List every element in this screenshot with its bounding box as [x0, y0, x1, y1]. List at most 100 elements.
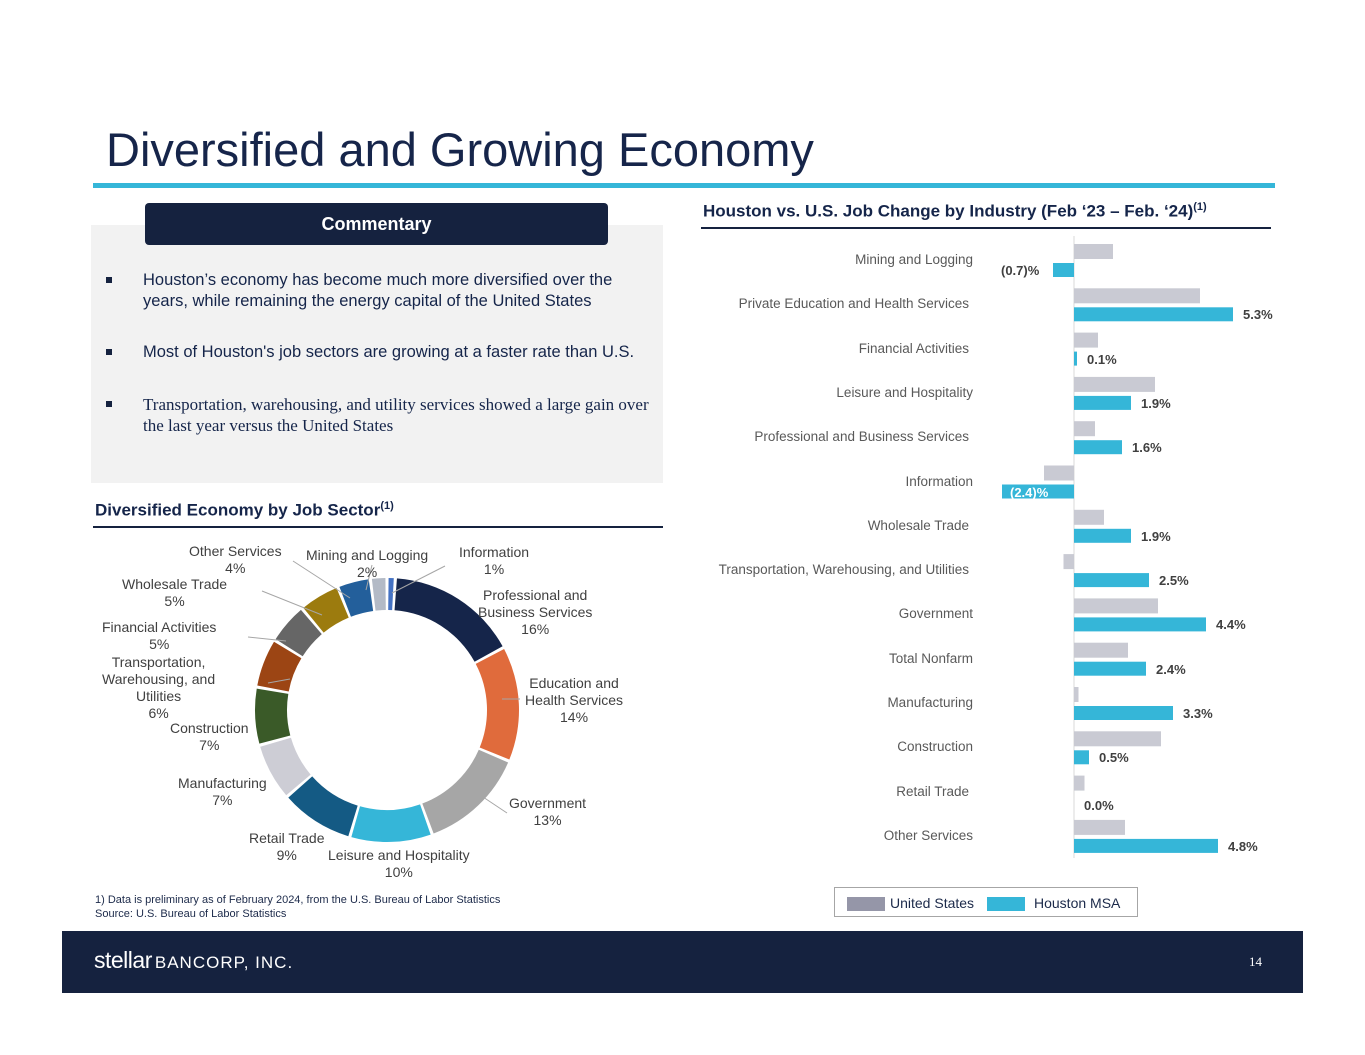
bar-value-label: 0.5%	[1099, 750, 1129, 766]
bar-value-label: 2.4%	[1156, 661, 1186, 677]
pie-label-education-health: Education and Health Services 14%	[525, 675, 624, 725]
pie-label-leisure-hospitality: Leisure and Hospitality 10%	[328, 847, 470, 880]
commentary-header: Commentary	[145, 203, 608, 245]
bar-title-rule	[701, 227, 1271, 229]
page-number: 14	[1249, 954, 1262, 969]
pie-leader-line	[391, 565, 446, 594]
pie-slice-retail-trade	[288, 776, 358, 837]
bar-us	[1074, 775, 1085, 791]
pie-leader-line	[247, 636, 287, 642]
bar-category-label: Professional and Business Services	[754, 429, 969, 445]
bullet-marker	[106, 349, 112, 355]
bar-value-label: 3.3%	[1183, 706, 1213, 721]
bar-value-label: 1.9%	[1141, 528, 1171, 544]
bar-houston	[1074, 617, 1206, 632]
bar-us	[1074, 687, 1079, 702]
bar-value-label: 1.9%	[1141, 395, 1171, 411]
pie-label-manufacturing: Manufacturing 7%	[178, 775, 267, 808]
bar-us	[1074, 598, 1158, 614]
pie-slice-government	[422, 749, 509, 834]
pie-label-transportation: Transportation, Warehousing, and Utilities…	[102, 654, 216, 721]
legend-houston-label: Houston MSA	[1034, 895, 1121, 911]
bar-category-label: Private Education and Health Services	[738, 296, 969, 312]
title-divider	[93, 183, 1275, 188]
footnote: 1) Data is preliminary as of February 20…	[95, 894, 501, 906]
bar-houston	[1074, 661, 1146, 676]
bar-houston	[1074, 750, 1089, 765]
bar-houston	[1074, 706, 1173, 720]
pie-slice-leisure-and-hospitality	[351, 804, 431, 842]
pie-slice-financial-activities	[275, 609, 322, 657]
pie-slice-education-and-health-services	[475, 649, 520, 760]
pie-slice-professional-and-business-services	[394, 578, 503, 662]
pie-leader-line	[482, 796, 508, 814]
bar-category-label: Financial Activities	[858, 340, 969, 356]
bar-category-label: Construction	[897, 739, 973, 755]
bar-us	[1074, 819, 1125, 835]
bar-houston	[1074, 838, 1218, 853]
bar-us	[1074, 731, 1161, 747]
commentary-panel	[91, 225, 663, 483]
source-note: Source: U.S. Bureau of Labor Statistics	[95, 908, 287, 920]
bar-us	[1074, 288, 1200, 304]
bar-houston	[1002, 484, 1074, 499]
pie-slice-construction	[255, 688, 291, 744]
bar-value-label: 1.6%	[1132, 440, 1162, 456]
pie-label-construction: Construction 7%	[170, 720, 249, 753]
bar-category-label: Other Services	[883, 827, 973, 843]
bar-value-label: (2.4)%	[1010, 484, 1049, 500]
pie-label-government: Government 13%	[509, 795, 587, 828]
pie-slice-information	[388, 578, 394, 611]
bar-us	[1074, 332, 1098, 348]
bar-category-label: Mining and Logging	[855, 252, 973, 267]
pie-slice-other-services	[339, 579, 374, 617]
bar-houston	[1053, 263, 1074, 277]
pie-label-retail-trade: Retail Trade 9%	[249, 830, 325, 863]
bar-chart-title: Houston vs. U.S. Job Change by Industry …	[703, 201, 1207, 221]
bar-value-label: 4.8%	[1228, 838, 1258, 854]
bar-value-label: 4.4%	[1216, 617, 1246, 633]
bar-value-label: 0.1%	[1087, 351, 1117, 367]
bar-value-label: 0.0%	[1084, 797, 1114, 813]
pie-leader-line	[365, 564, 373, 591]
bullet-marker	[106, 277, 112, 283]
pie-title-rule	[93, 526, 663, 528]
bar-houston	[1074, 573, 1149, 588]
pie-slice-manufacturing	[260, 737, 311, 796]
bullet-text: Most of Houston's job sectors are growin…	[143, 343, 635, 361]
commentary-bullet: Houston’s economy has become much more d…	[106, 270, 656, 314]
bar-category-label: Transportation, Warehousing, and Utiliti…	[718, 562, 969, 578]
page-title: Diversified and Growing Economy	[106, 123, 814, 176]
pie-slice-transportation-warehousing-and-utilities	[257, 641, 302, 692]
bar-us	[1074, 376, 1155, 392]
bar-value-label: (0.7)%	[1001, 263, 1040, 278]
bar-category-label: Government	[898, 606, 973, 622]
legend-us-swatch	[847, 897, 885, 911]
bar-category-label: Wholesale Trade	[867, 517, 969, 533]
pie-label-professional-business: Professional and Business Services 16%	[478, 587, 593, 637]
bar-us	[1063, 554, 1074, 570]
bullet-text: Houston’s economy has become much more d…	[143, 271, 613, 310]
legend-us-label: United States	[890, 895, 975, 911]
bar-value-label: 5.3%	[1243, 307, 1273, 323]
pie-leader-line	[267, 678, 291, 684]
commentary-bullet: Most of Houston's job sectors are growin…	[106, 342, 656, 364]
stellar-bancorp-logo: stellar BANCORP, INC.	[94, 947, 294, 973]
footer-bar: stellar BANCORP, INC. 14	[62, 931, 1303, 993]
bullet-marker	[106, 401, 112, 407]
pie-label-mining: Mining and Logging 2%	[306, 547, 429, 580]
bar-category-label: Information	[905, 473, 973, 489]
bar-houston	[1074, 307, 1233, 322]
pie-leader-line	[261, 590, 323, 616]
bar-houston	[1074, 351, 1077, 366]
bar-us	[1074, 642, 1128, 658]
bar-houston	[1074, 528, 1131, 543]
bar-us	[1074, 509, 1104, 525]
bar-category-label: Retail Trade	[896, 783, 969, 799]
pie-label-financial: Financial Activities 5%	[102, 619, 217, 652]
bar-category-label: Manufacturing	[887, 695, 973, 710]
bar-us	[1074, 421, 1095, 437]
bar-houston	[1074, 440, 1122, 455]
